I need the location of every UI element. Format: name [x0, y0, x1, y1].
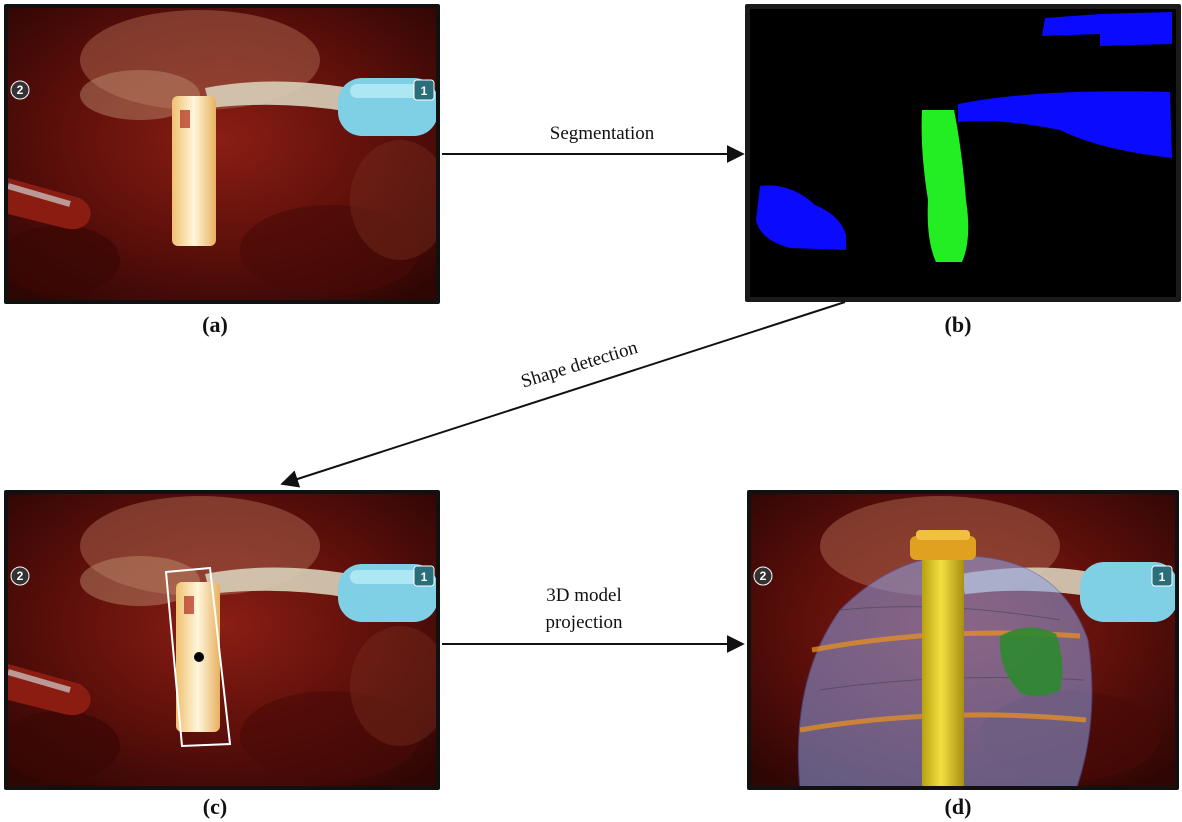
detected-center-point — [194, 652, 204, 662]
step-label-shape-detection: Shape detection — [519, 337, 641, 393]
model-cylinder — [922, 550, 964, 786]
mask-region-tool-left — [756, 185, 846, 250]
hud-marker-left: 2 — [17, 569, 24, 583]
step-label-segmentation: Segmentation — [550, 123, 655, 144]
caption-b: (b) — [945, 312, 972, 337]
panel-d-model-projection: 2 1 — [747, 490, 1179, 790]
mask-region-tool-shaft — [958, 91, 1172, 158]
hud-marker-right: 1 — [421, 570, 428, 584]
hud-marker-left: 2 — [17, 83, 24, 97]
step-label-projection-line1: 3D model — [546, 585, 621, 606]
mask-region-tool-top — [1042, 12, 1172, 46]
panel-a-endoscope-frame: 2 1 — [4, 4, 440, 304]
panel-c-shape-detection: 2 1 — [4, 490, 440, 790]
step-label-projection-line2: projection — [545, 612, 623, 633]
mask-region-probe — [921, 110, 969, 262]
caption-d: (d) — [945, 794, 972, 819]
caption-a: (a) — [202, 312, 228, 337]
hud-marker-right: 1 — [1159, 570, 1166, 584]
detected-shape-box — [164, 566, 232, 748]
panel-b-segmentation-mask — [745, 4, 1181, 302]
model-target-region — [999, 627, 1063, 697]
arrow-shape-detection — [280, 301, 846, 488]
hud-marker-right: 1 — [421, 84, 428, 98]
hud-marker-left: 2 — [760, 569, 767, 583]
caption-c: (c) — [203, 794, 227, 819]
